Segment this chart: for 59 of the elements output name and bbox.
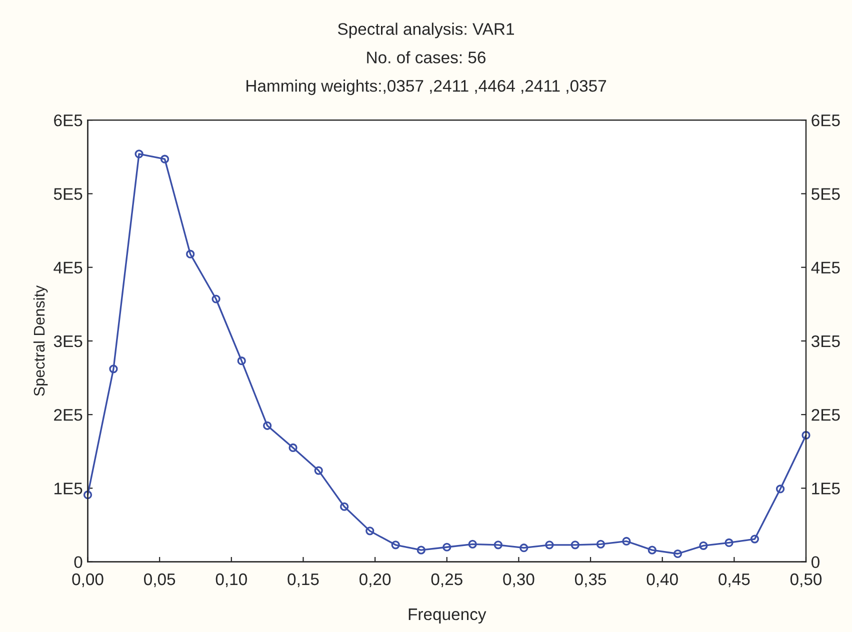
point (699, 541, 708, 550)
x-tick-label: 0,45 (718, 573, 750, 588)
point (673, 549, 682, 558)
point (416, 546, 426, 554)
point (212, 294, 220, 304)
chart-title: Spectral analysis: VAR1 (338, 22, 514, 38)
y2-tick-label: 4E5 (811, 262, 840, 274)
y-tick-label: 0 (74, 556, 82, 568)
point (109, 364, 118, 374)
y2-tick-label: 0 (812, 556, 820, 568)
point (802, 430, 810, 440)
x-axis-title: Frequency (408, 608, 486, 624)
y-tick-label: 6E5 (54, 114, 82, 126)
point (83, 490, 92, 500)
point (237, 356, 246, 366)
point (160, 154, 170, 164)
point (442, 542, 452, 552)
point (648, 546, 656, 554)
point (545, 540, 554, 550)
point (288, 443, 298, 452)
point (186, 250, 195, 258)
point (570, 540, 580, 550)
point (263, 421, 272, 430)
y-tick-label: 5E5 (54, 188, 82, 200)
text: Hamming weights:,0357 ,2411 ,4464 ,2411 ,0357 (246, 80, 606, 96)
point (750, 534, 760, 544)
y2-tick-label: 3E5 (811, 335, 840, 348)
point (134, 150, 144, 158)
y-axis-title: Spectral Density (33, 285, 48, 396)
x-tick-label: 0,15 (288, 573, 319, 588)
y-tick-label: 2E5 (54, 408, 82, 421)
x-tick-label: 0,40 (646, 573, 678, 588)
x-tick-label: 0,35 (574, 573, 606, 588)
point (520, 544, 528, 552)
y2-tick-label: 6E5 (812, 114, 840, 126)
point (724, 538, 734, 548)
y2-tick-label: 5E5 (812, 188, 840, 200)
point (596, 540, 606, 548)
x-tick-label: 0,10 (216, 573, 247, 588)
x-tick-label: 0,05 (144, 573, 176, 588)
point (468, 540, 477, 548)
point (622, 536, 631, 546)
x-tick-label: 0,25 (431, 573, 462, 588)
point (340, 502, 349, 511)
y-tick-label: 1E5 (54, 482, 82, 494)
x-tick-label: 0,30 (503, 573, 534, 588)
point (391, 540, 400, 550)
x-tick-label: 0,20 (359, 573, 391, 588)
y-tick-label: 3E5 (54, 335, 82, 348)
y2-tick-label: 1E5 (812, 482, 840, 494)
y2-tick-label: 2E5 (812, 408, 840, 421)
chart-subtitle: No. of cases: 56 (367, 51, 486, 64)
y-tick-label: 4E5 (54, 262, 82, 274)
point (776, 484, 785, 494)
x-tick-label: 0,50 (790, 573, 822, 588)
point (314, 466, 323, 475)
point (494, 540, 502, 550)
x-tick-label: 0,00 (72, 573, 104, 588)
point (366, 526, 374, 536)
